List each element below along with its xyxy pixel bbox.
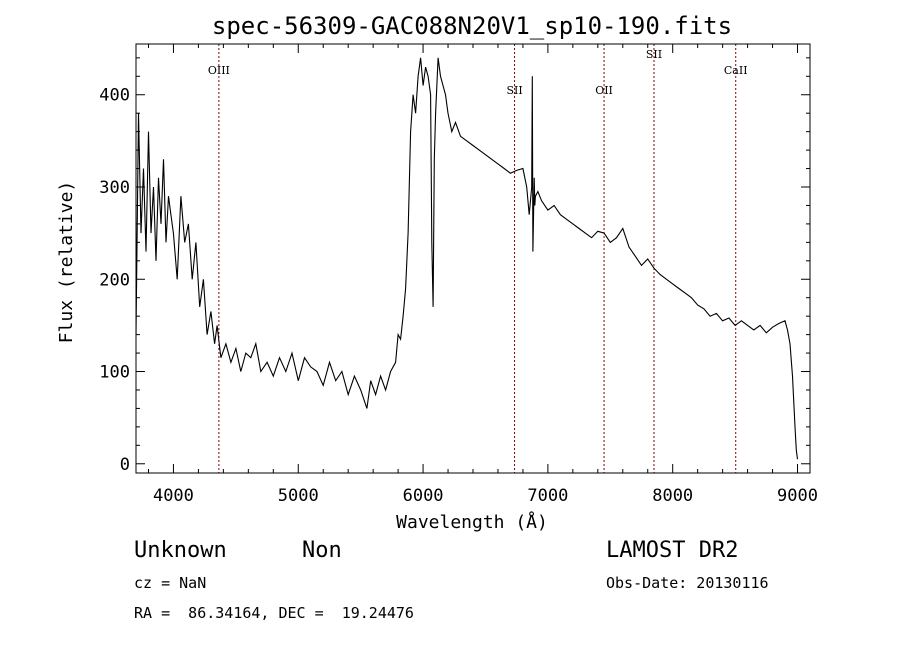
line-label: SII: [646, 48, 662, 61]
x-tick-label: 6000: [403, 486, 444, 506]
obs-date: Obs-Date: 20130116: [606, 574, 769, 592]
x-tick-label: 5000: [278, 486, 319, 506]
emission-lines-layer: OIII SII OII SII CaII: [208, 44, 748, 473]
x-tick-label: 7000: [527, 486, 568, 506]
object-class: Unknown: [134, 538, 227, 563]
object-subclass: Non: [302, 538, 342, 563]
y-tick-label: 0: [120, 455, 130, 475]
survey-name: LAMOST DR2: [606, 538, 739, 563]
spectrum-line: [135, 57, 799, 460]
y-tick-label: 300: [99, 178, 130, 198]
y-tick-label: 200: [99, 270, 130, 290]
y-axis-label: Flux (relative): [56, 181, 77, 344]
x-tick-label: 9000: [777, 486, 818, 506]
coordinates: RA = 86.34164, DEC = 19.24476: [134, 604, 414, 622]
y-axis: 0 100 200 300 400: [99, 57, 810, 475]
redshift-readout: cz = NaN: [134, 574, 207, 592]
plot-frame: [135, 43, 811, 474]
y-tick-label: 400: [99, 86, 130, 106]
x-tick-label: 8000: [652, 486, 693, 506]
line-label: CaII: [724, 64, 748, 77]
line-label: OII: [595, 84, 613, 97]
x-tick-label: 4000: [153, 486, 194, 506]
x-axis: 4000 5000 6000 7000 8000 9000: [147, 44, 818, 506]
line-label: SII: [506, 84, 522, 97]
chart-title: spec-56309-GAC088N20V1_sp10-190.fits: [212, 12, 732, 40]
x-axis-label: Wavelength (Å): [396, 511, 548, 533]
y-tick-label: 100: [99, 363, 130, 383]
line-label: OIII: [208, 64, 230, 77]
